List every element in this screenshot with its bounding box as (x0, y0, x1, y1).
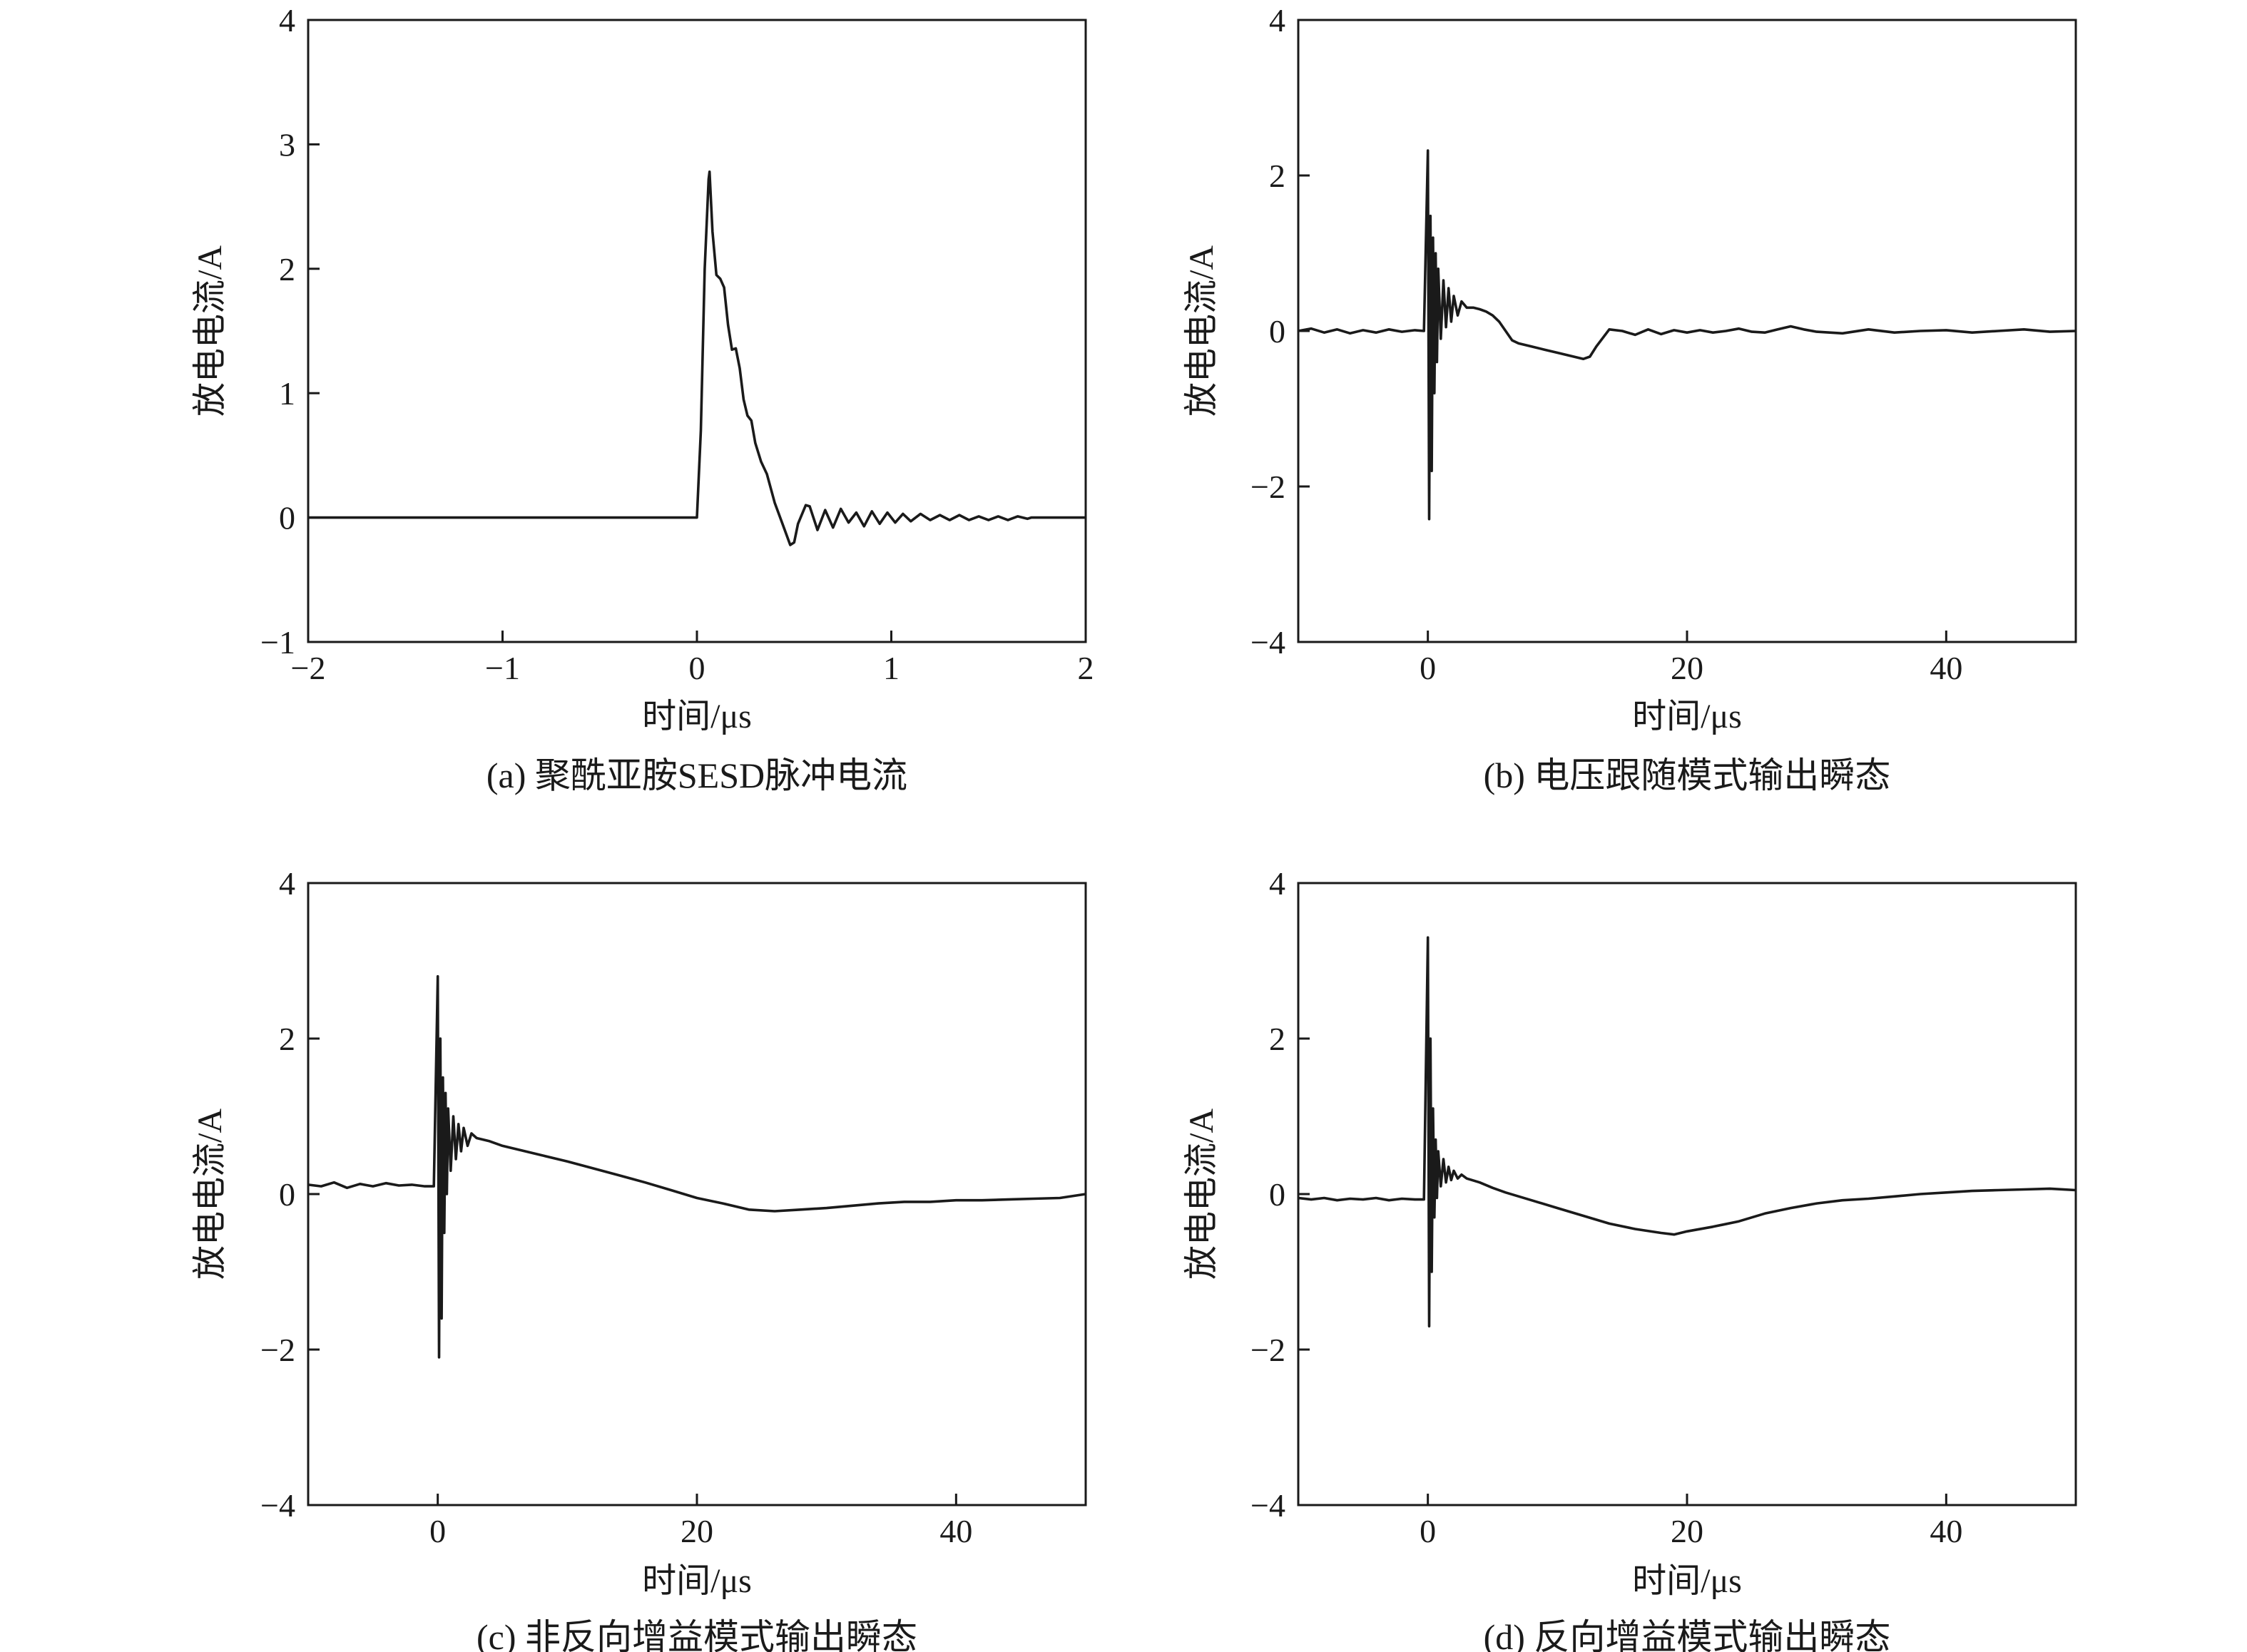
panel-c-x-axis-label: 时间/μs (642, 1562, 752, 1600)
panel-b: 0 20 40 −4 −2 0 2 4 时间/μs 放电电流/A (b) 电压跟随模式输出瞬态 (1183, 2, 2077, 795)
panel-c-y-tick-label: 4 (279, 865, 295, 902)
panel-a-x-axis-label: 时间/μs (642, 698, 752, 735)
panel-b-y-tick-label: −4 (1250, 624, 1285, 661)
panel-b-y-tick-label: −2 (1250, 469, 1285, 505)
panel-b-y-tick-label: 2 (1269, 158, 1285, 194)
panel-a-y-tick-label: 1 (279, 375, 295, 412)
panel-a-y-tick-label: 2 (279, 251, 295, 287)
panel-c-y-tick-label: −2 (260, 1332, 295, 1368)
panel-d-y-tick-label: 2 (1269, 1021, 1285, 1057)
panel-a-y-tick-label: 4 (279, 2, 295, 39)
panel-c-series-line (307, 975, 1086, 1359)
panel-d-plot-frame (1297, 882, 2077, 1506)
panel-c-ticks: 0 20 40 −4 −2 0 2 4 (260, 865, 972, 1549)
panel-a-y-tick-label: 3 (279, 126, 295, 163)
panel-a-x-tick-label: 1 (883, 650, 900, 686)
panel-c: 0 20 40 −4 −2 0 2 4 时间/μs 放电电流/A (c) 非反向增益模式输出瞬… (191, 865, 1087, 1652)
panel-b-caption: (b) 电压跟随模式输出瞬态 (1484, 755, 1891, 795)
panel-c-y-tick-label: 0 (279, 1176, 295, 1213)
panel-c-caption: (c) 非反向增益模式输出瞬态 (477, 1617, 917, 1652)
panel-b-x-tick-label: 20 (1671, 650, 1703, 686)
panel-d-x-tick-label: 0 (1420, 1513, 1436, 1549)
panel-b-y-tick-label: 4 (1269, 2, 1285, 39)
panel-d-ticks: 0 20 40 −4 −2 0 2 4 (1250, 865, 1962, 1549)
panel-d-caption: (d) 反向增益模式输出瞬态 (1484, 1617, 1891, 1652)
panel-c-plot-frame (307, 882, 1087, 1506)
panel-a-caption: (a) 聚酰亚胺SESD脉冲电流 (486, 755, 907, 795)
panel-c-y-tick-label: −4 (260, 1487, 295, 1524)
panel-c-y-tick-label: 2 (279, 1021, 295, 1057)
panel-d-y-tick-label: −4 (1250, 1487, 1285, 1524)
panel-a-plot-frame (307, 19, 1087, 643)
panel-d-y-tick-label: 0 (1269, 1176, 1285, 1213)
panel-b-x-tick-label: 0 (1420, 650, 1436, 686)
panel-d-x-axis-label: 时间/μs (1632, 1562, 1742, 1600)
panel-c-x-tick-label: 20 (681, 1513, 713, 1549)
panel-a-series-line (308, 170, 1086, 546)
panel-c-y-axis-label: 放电电流/A (191, 1108, 229, 1280)
panel-d-y-axis-label: 放电电流/A (1183, 1108, 1221, 1280)
panel-b-x-tick-label: 40 (1930, 650, 1962, 686)
panel-b-plot-frame (1297, 19, 2077, 643)
panel-d-x-tick-label: 20 (1671, 1513, 1703, 1549)
panel-a-y-tick-label: 0 (279, 500, 295, 536)
panel-a-y-tick-label: −1 (260, 624, 295, 661)
panel-a-x-tick-label: 2 (1078, 650, 1094, 686)
panel-a-x-tick-label: 0 (689, 650, 705, 686)
panel-a-x-tick-label: −2 (291, 650, 326, 686)
panel-b-ticks: 0 20 40 −4 −2 0 2 4 (1250, 2, 1962, 686)
panel-b-y-axis-label: 放电电流/A (1183, 245, 1221, 417)
panel-b-y-tick-label: 0 (1269, 313, 1285, 350)
panel-c-x-tick-label: 0 (429, 1513, 446, 1549)
panel-c-x-tick-label: 40 (939, 1513, 972, 1549)
panel-d-y-tick-label: 4 (1269, 865, 1285, 902)
panel-d-x-tick-label: 40 (1930, 1513, 1962, 1549)
panel-d-series-line (1298, 936, 2077, 1328)
panel-b-series-line (1298, 149, 2077, 521)
panel-a-y-axis-label: 放电电流/A (191, 245, 229, 417)
panel-b-x-axis-label: 时间/μs (1632, 698, 1742, 735)
panel-a-x-tick-label: −1 (485, 650, 520, 686)
panel-d: 0 20 40 −4 −2 0 2 4 时间/μs 放电电流/A (d) 反向增益模式输出瞬态 (1183, 865, 2077, 1652)
panel-d-y-tick-label: −2 (1250, 1332, 1285, 1368)
